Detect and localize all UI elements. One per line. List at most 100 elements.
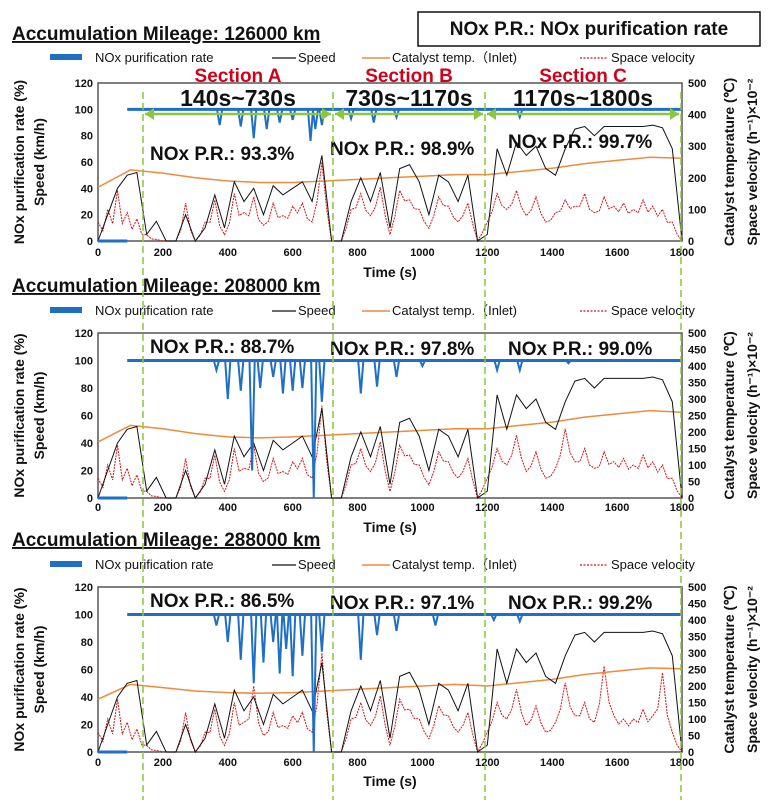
y-right-tick-label: 250: [688, 665, 706, 677]
nox-dip-mark: [392, 109, 401, 121]
legend-label-speed: Speed: [298, 50, 336, 65]
y-right-tick-label: 500: [688, 582, 706, 594]
x-tick-label: 400: [219, 757, 237, 769]
x-tick-label: 0: [95, 502, 101, 514]
y-left-tick-label: 40: [81, 183, 93, 195]
series-space-velocity: [97, 652, 683, 754]
nox-dip-mark: [212, 614, 220, 626]
legend-label-temp: Catalyst temp.（Inlet): [392, 50, 517, 65]
y-left-axis-title-nox: NOx purification rate (%): [11, 80, 27, 244]
nox-pr-label: NOx P.R.: 93.3%: [150, 144, 294, 165]
panels: Accumulation Mileage: 126000 km NOx purif…: [11, 24, 760, 789]
y-right-tick-label: 250: [688, 411, 706, 423]
x-tick-label: 200: [154, 247, 172, 259]
legend-label-speed: Speed: [298, 557, 336, 572]
x-tick-label: 1600: [605, 757, 629, 769]
x-tick-label: 200: [154, 757, 172, 769]
legend-swatch-nox: [50, 307, 82, 313]
nox-dip-mark: [565, 359, 572, 365]
y-left-tick-label: 100: [75, 104, 93, 116]
y-right-tick-label: 100: [688, 204, 706, 216]
y-left-tick-label: 100: [75, 610, 93, 622]
nox-dip-mark: [516, 360, 524, 374]
nox-dip-mark: [279, 360, 287, 394]
nox-dip-mark: [392, 614, 401, 632]
series-catalyst-temp: [97, 667, 683, 700]
section-name: Section B: [365, 66, 453, 87]
series-catalyst-temp: [97, 156, 683, 188]
y-right-tick-label: 150: [688, 444, 706, 456]
y-left-tick-label: 80: [81, 383, 93, 395]
nox-dip-mark: [370, 109, 378, 123]
nox-dip-mark: [347, 109, 355, 123]
legend-label-temp: Catalyst temp.（Inlet): [392, 303, 517, 318]
legend-swatch-nox: [50, 561, 82, 567]
nox-dip-mark: [306, 109, 315, 142]
y-right-tick-label: 50: [688, 477, 700, 489]
nox-dip-mark: [298, 360, 306, 389]
nox-dip-mark: [490, 614, 498, 623]
x-axis-title: Time (s): [363, 519, 416, 535]
y-right-tick-label: 0: [688, 236, 694, 248]
x-tick-label: 0: [95, 757, 101, 769]
x-axis-title: Time (s): [363, 773, 416, 789]
nox-dip-mark: [357, 614, 365, 660]
nox-dip-mark: [357, 360, 365, 394]
x-tick-label: 200: [154, 502, 172, 514]
series-catalyst-temp: [97, 409, 683, 443]
nox-pr-label: NOx P.R.: 88.7%: [150, 337, 294, 358]
y-right-axis-title-sv: Space velocity (h⁻¹)×10⁻²: [744, 332, 760, 499]
plot-frame: [97, 586, 683, 753]
legend-label-nox: NOx purification rate: [95, 50, 214, 65]
series-speed: [97, 376, 683, 500]
x-tick-label: 400: [219, 502, 237, 514]
x-tick-label: 0: [95, 247, 101, 259]
x-tick-label: 1800: [670, 247, 694, 259]
series-space-velocity: [97, 405, 683, 500]
x-tick-label: 1800: [670, 502, 694, 514]
x-tick-label: 1400: [540, 502, 564, 514]
y-right-tick-label: 500: [688, 78, 706, 90]
chart-panel-3: Accumulation Mileage: 288000 km NOx purif…: [11, 530, 760, 789]
y-left-tick-label: 80: [81, 131, 93, 143]
nox-dip-mark: [269, 614, 277, 643]
y-left-tick-label: 120: [75, 328, 93, 340]
y-right-tick-label: 350: [688, 378, 706, 390]
x-tick-label: 1000: [410, 502, 434, 514]
x-tick-label: 1200: [475, 247, 499, 259]
nox-dip-mark: [373, 360, 381, 387]
x-tick-label: 1800: [670, 757, 694, 769]
y-left-tick-label: 120: [75, 582, 93, 594]
nox-dip-mark: [310, 614, 318, 753]
nox-dip-mark: [237, 109, 245, 127]
chart-panel-2: Accumulation Mileage: 208000 km NOx purif…: [11, 276, 760, 535]
y-right-tick-label: 0: [688, 493, 694, 505]
nox-pr-label: NOx P.R.: 98.9%: [330, 139, 474, 160]
section-name: Section C: [539, 66, 627, 87]
y-left-axis-title-speed: Speed (km/h): [31, 372, 47, 460]
y-left-tick-label: 40: [81, 692, 93, 704]
nox-dip-mark: [212, 360, 220, 374]
nox-dip-mark: [216, 109, 224, 126]
y-right-tick-label: 200: [688, 427, 706, 439]
plot-frame: [97, 332, 683, 499]
section-range: 1170s~1800s: [513, 85, 653, 111]
x-tick-label: 600: [283, 757, 301, 769]
nox-pr-label: NOx P.R.: 99.0%: [508, 339, 652, 360]
x-tick-label: 1400: [540, 247, 564, 259]
series-speed: [97, 630, 683, 754]
nox-dip-mark: [431, 614, 439, 626]
chart-title: Accumulation Mileage: 208000 km: [12, 276, 320, 297]
y-left-axis-title-speed: Speed (km/h): [31, 626, 47, 714]
legend-label-nox: NOx purification rate: [95, 303, 214, 318]
y-right-axis-title-sv: Space velocity (h⁻¹)×10⁻²: [744, 586, 760, 753]
nox-dip-mark: [224, 614, 232, 643]
nox-dip-mark: [250, 109, 258, 139]
y-right-tick-label: 400: [688, 615, 706, 627]
y-left-tick-label: 60: [81, 157, 93, 169]
nox-dip-mark: [289, 360, 297, 391]
nox-dip-mark: [493, 360, 501, 374]
nox-pr-label: NOx P.R.: 97.8%: [330, 339, 474, 360]
